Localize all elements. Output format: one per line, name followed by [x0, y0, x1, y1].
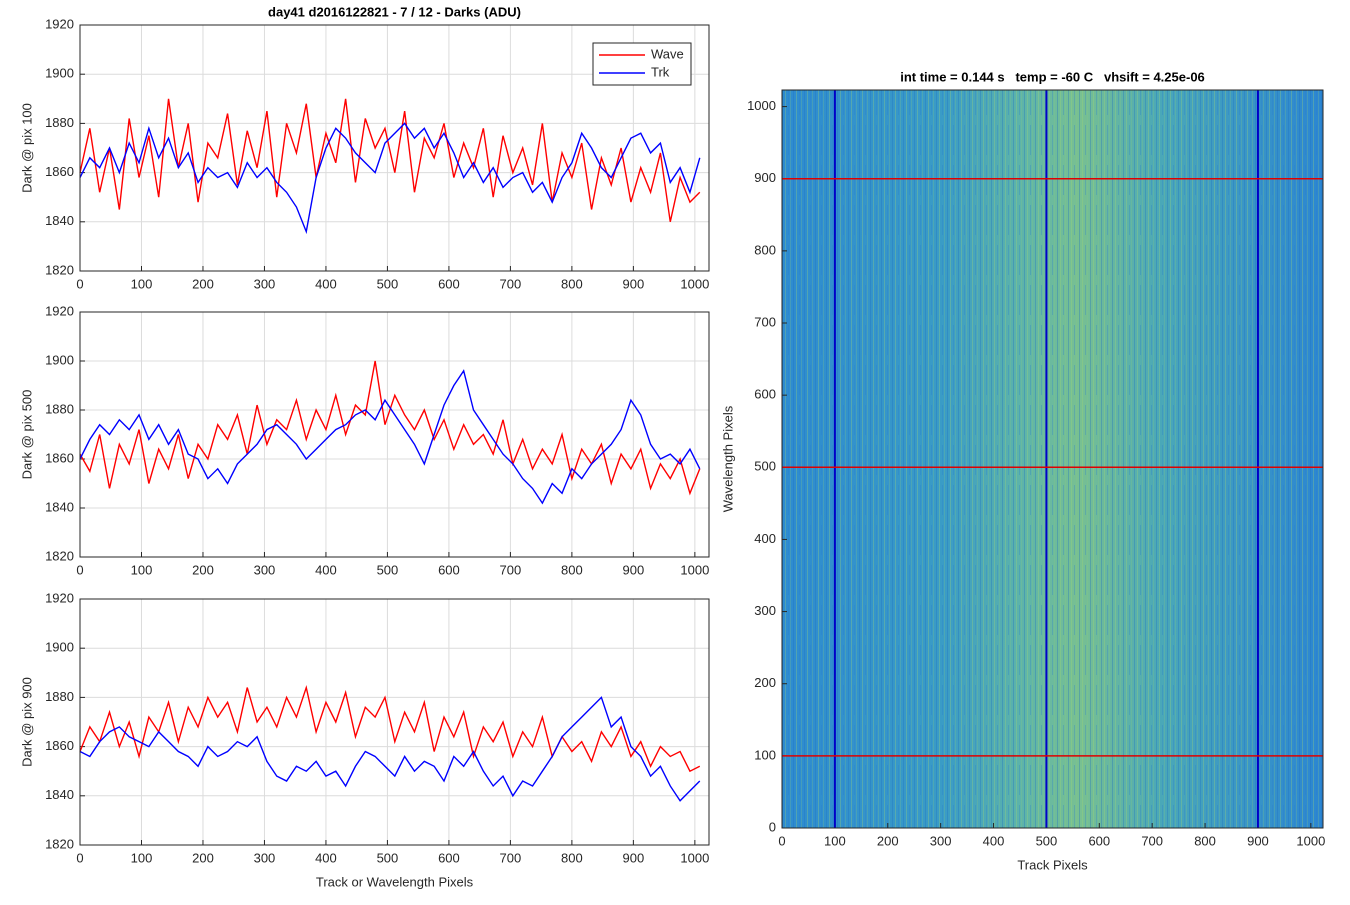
x-tick-label: 400: [983, 833, 1005, 848]
chart-title: day41 d2016122821 - 7 / 12 - Darks (ADU): [268, 4, 521, 19]
y-tick-label: 1920: [45, 590, 74, 605]
x-tick-label: 200: [877, 833, 899, 848]
x-tick-label: 1000: [680, 850, 709, 865]
y-tick-label: 1920: [45, 303, 74, 318]
axes-frame: [781, 89, 1324, 829]
y-tick-label: 1840: [45, 787, 74, 802]
y-tick-label: 1820: [45, 548, 74, 563]
y-axis-label: Dark @ pix 900: [19, 677, 34, 767]
y-tick-label: 1860: [45, 164, 74, 179]
x-tick-label: 100: [131, 276, 153, 291]
y-tick-label: 1920: [45, 16, 74, 31]
x-tick-label: 700: [500, 850, 522, 865]
series-line: [79, 684, 701, 773]
x-tick-label: 700: [500, 276, 522, 291]
x-axis-label: Track or Wavelength Pixels: [316, 874, 474, 889]
x-tick-label: 500: [1036, 833, 1058, 848]
x-tick-label: 900: [623, 850, 645, 865]
plot-area: [80, 599, 709, 845]
axes-frame: [79, 311, 710, 558]
legend-box: [592, 42, 692, 86]
y-tick-label: 0: [769, 819, 776, 834]
plot-area: [80, 312, 709, 557]
heatmap-texture: [782, 90, 1323, 828]
x-tick-label: 400: [315, 562, 337, 577]
y-tick-label: 1820: [45, 836, 74, 851]
legend-label: Wave: [651, 46, 684, 61]
x-tick-label: 400: [315, 850, 337, 865]
y-tick-label: 800: [754, 242, 776, 257]
y-axis-label: Wavelength Pixels: [720, 405, 735, 512]
y-tick-label: 1840: [45, 213, 74, 228]
y-tick-label: 400: [754, 531, 776, 546]
x-tick-label: 800: [561, 276, 583, 291]
x-tick-label: 900: [623, 276, 645, 291]
x-tick-label: 700: [500, 562, 522, 577]
x-tick-label: 700: [1141, 833, 1163, 848]
x-tick-label: 100: [824, 833, 846, 848]
series-line: [79, 369, 701, 505]
x-tick-label: 200: [192, 276, 214, 291]
x-tick-label: 1000: [680, 562, 709, 577]
x-tick-label: 500: [377, 276, 399, 291]
x-tick-label: 800: [1194, 833, 1216, 848]
x-tick-label: 600: [1088, 833, 1110, 848]
x-tick-label: 900: [623, 562, 645, 577]
y-axis-label: Dark @ pix 100: [19, 103, 34, 193]
y-tick-label: 100: [754, 747, 776, 762]
y-tick-label: 200: [754, 675, 776, 690]
x-tick-label: 600: [438, 562, 460, 577]
x-tick-label: 0: [778, 833, 785, 848]
y-tick-label: 500: [754, 459, 776, 474]
y-tick-label: 1840: [45, 499, 74, 514]
y-tick-label: 1880: [45, 689, 74, 704]
y-tick-label: 900: [754, 170, 776, 185]
x-tick-label: 200: [192, 850, 214, 865]
x-tick-label: 100: [131, 850, 153, 865]
axes-frame: [79, 24, 710, 272]
series-line: [79, 98, 701, 222]
x-tick-label: 800: [561, 850, 583, 865]
y-tick-label: 1900: [45, 66, 74, 81]
x-tick-label: 0: [76, 562, 83, 577]
x-tick-label: 300: [930, 833, 952, 848]
x-tick-label: 1000: [680, 276, 709, 291]
x-tick-label: 500: [377, 562, 399, 577]
x-tick-label: 500: [377, 850, 399, 865]
x-tick-label: 200: [192, 562, 214, 577]
y-tick-label: 600: [754, 387, 776, 402]
chart-title: int time = 0.144 s temp = -60 C vhsift =…: [900, 69, 1205, 84]
series-line: [79, 360, 701, 496]
y-tick-label: 300: [754, 603, 776, 618]
y-tick-label: 700: [754, 314, 776, 329]
x-tick-label: 900: [1247, 833, 1269, 848]
x-tick-label: 1000: [1296, 833, 1325, 848]
x-tick-label: 600: [438, 276, 460, 291]
x-tick-label: 600: [438, 850, 460, 865]
series-line: [79, 696, 701, 802]
y-axis-label: Dark @ pix 500: [19, 390, 34, 480]
x-tick-label: 300: [254, 562, 276, 577]
y-tick-label: 1880: [45, 115, 74, 130]
x-tick-label: 300: [254, 276, 276, 291]
y-tick-label: 1820: [45, 262, 74, 277]
y-tick-label: 1900: [45, 640, 74, 655]
y-tick-label: 1880: [45, 401, 74, 416]
y-tick-label: 1860: [45, 450, 74, 465]
y-tick-label: 1900: [45, 352, 74, 367]
x-tick-label: 0: [76, 850, 83, 865]
x-tick-label: 800: [561, 562, 583, 577]
y-tick-label: 1000: [747, 98, 776, 113]
x-tick-label: 0: [76, 276, 83, 291]
x-tick-label: 100: [131, 562, 153, 577]
x-tick-label: 400: [315, 276, 337, 291]
x-tick-label: 300: [254, 850, 276, 865]
y-tick-label: 1860: [45, 738, 74, 753]
axes-frame: [79, 598, 710, 846]
x-axis-label: Track Pixels: [1017, 857, 1088, 872]
series-line: [79, 122, 701, 235]
legend-label: Trk: [651, 64, 670, 79]
